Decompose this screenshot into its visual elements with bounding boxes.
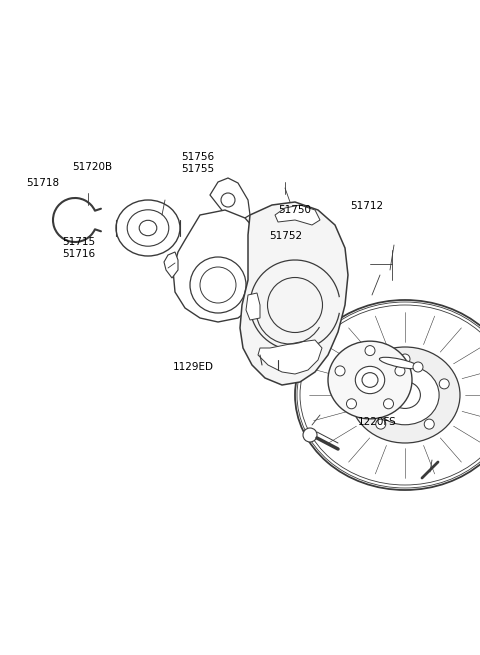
Ellipse shape [139, 220, 157, 236]
Ellipse shape [127, 210, 169, 246]
Text: 51720B: 51720B [72, 162, 112, 172]
Circle shape [439, 379, 449, 389]
Text: 51750: 51750 [278, 204, 312, 215]
Circle shape [413, 362, 423, 372]
Text: 51756: 51756 [181, 152, 215, 162]
Ellipse shape [300, 305, 480, 485]
Ellipse shape [328, 341, 412, 419]
Ellipse shape [297, 302, 480, 488]
Ellipse shape [116, 200, 180, 256]
Circle shape [221, 193, 235, 207]
Circle shape [361, 379, 371, 389]
Circle shape [190, 257, 246, 313]
Polygon shape [246, 293, 260, 320]
Polygon shape [240, 202, 348, 385]
Circle shape [400, 354, 410, 364]
Circle shape [384, 399, 394, 409]
Circle shape [424, 419, 434, 429]
Ellipse shape [379, 357, 419, 369]
Circle shape [303, 428, 317, 442]
Ellipse shape [355, 366, 384, 394]
Text: 51718: 51718 [26, 178, 60, 189]
Text: 51755: 51755 [181, 164, 215, 174]
Polygon shape [210, 178, 250, 222]
Circle shape [335, 366, 345, 376]
Polygon shape [258, 340, 322, 374]
Polygon shape [164, 252, 178, 278]
Ellipse shape [371, 365, 439, 424]
Circle shape [365, 346, 375, 356]
Text: 51715: 51715 [62, 237, 96, 248]
Text: 51716: 51716 [62, 249, 96, 259]
Circle shape [200, 267, 236, 303]
Ellipse shape [362, 373, 378, 387]
Circle shape [395, 366, 405, 376]
Text: 51712: 51712 [350, 201, 384, 212]
Text: 1220FS: 1220FS [358, 417, 396, 428]
Ellipse shape [295, 300, 480, 490]
Polygon shape [173, 210, 268, 322]
Text: 1129ED: 1129ED [173, 362, 214, 372]
Text: 51752: 51752 [269, 231, 302, 241]
Circle shape [376, 419, 386, 429]
Circle shape [347, 399, 357, 409]
Ellipse shape [390, 382, 420, 409]
Ellipse shape [350, 347, 460, 443]
Polygon shape [275, 205, 320, 225]
